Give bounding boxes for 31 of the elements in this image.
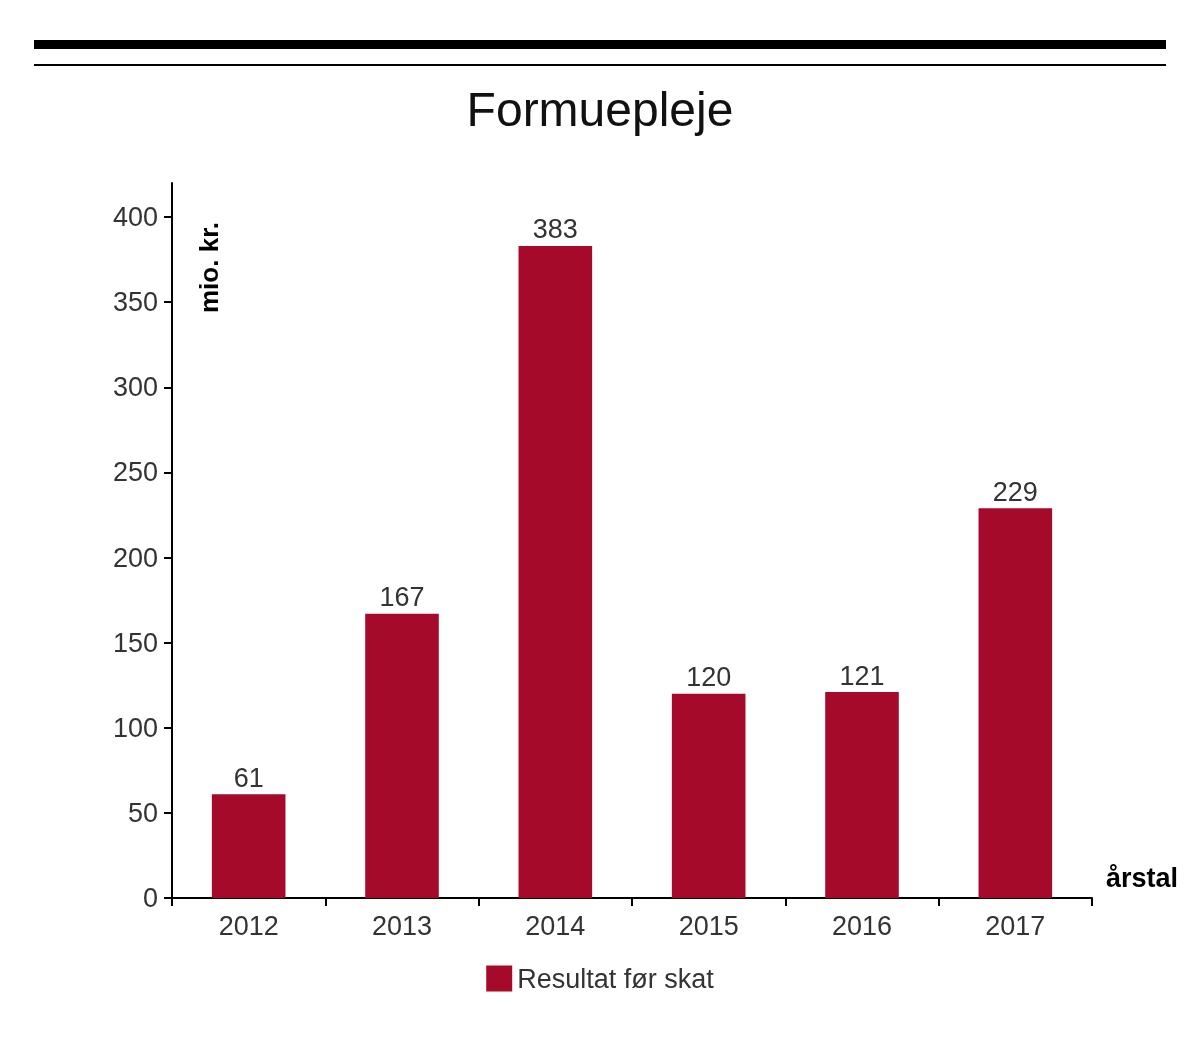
- y-tick-label: 350: [112, 287, 158, 318]
- x-tick-label: 2014: [525, 910, 586, 941]
- bar: [365, 613, 439, 898]
- bar: [671, 693, 746, 898]
- data-label: 61: [233, 762, 264, 793]
- x-tick-label: 2017: [985, 910, 1046, 941]
- data-label: 229: [992, 476, 1038, 507]
- chart-title: Formuepleje: [466, 82, 734, 136]
- x-tick-label: 2016: [831, 910, 893, 941]
- data-label: 383: [532, 214, 578, 245]
- y-tick-label: 400: [112, 202, 158, 233]
- y-tick-label: 100: [112, 712, 158, 743]
- x-tick-label: 2015: [678, 910, 739, 941]
- x-tick-label: 2012: [218, 910, 279, 941]
- data-label: 120: [686, 662, 732, 693]
- data-label: 121: [839, 660, 885, 691]
- y-tick-label: 300: [112, 372, 158, 403]
- y-tick-label: 200: [112, 542, 158, 573]
- y-tick-label: 150: [112, 627, 158, 658]
- x-tick-label: 2013: [371, 910, 433, 941]
- legend-label: Resultat før skat: [517, 963, 715, 994]
- y-tick-label: 50: [127, 797, 158, 828]
- data-label: 167: [379, 582, 425, 613]
- bar: [825, 692, 899, 898]
- bar: [211, 794, 286, 898]
- bar: [518, 245, 593, 898]
- x-axis-title: årstal: [1105, 862, 1179, 893]
- bar: [978, 508, 1053, 898]
- y-tick-label: 250: [112, 457, 158, 488]
- y-tick-label: 0: [142, 883, 158, 913]
- y-axis-title: mio. kr.: [194, 221, 224, 313]
